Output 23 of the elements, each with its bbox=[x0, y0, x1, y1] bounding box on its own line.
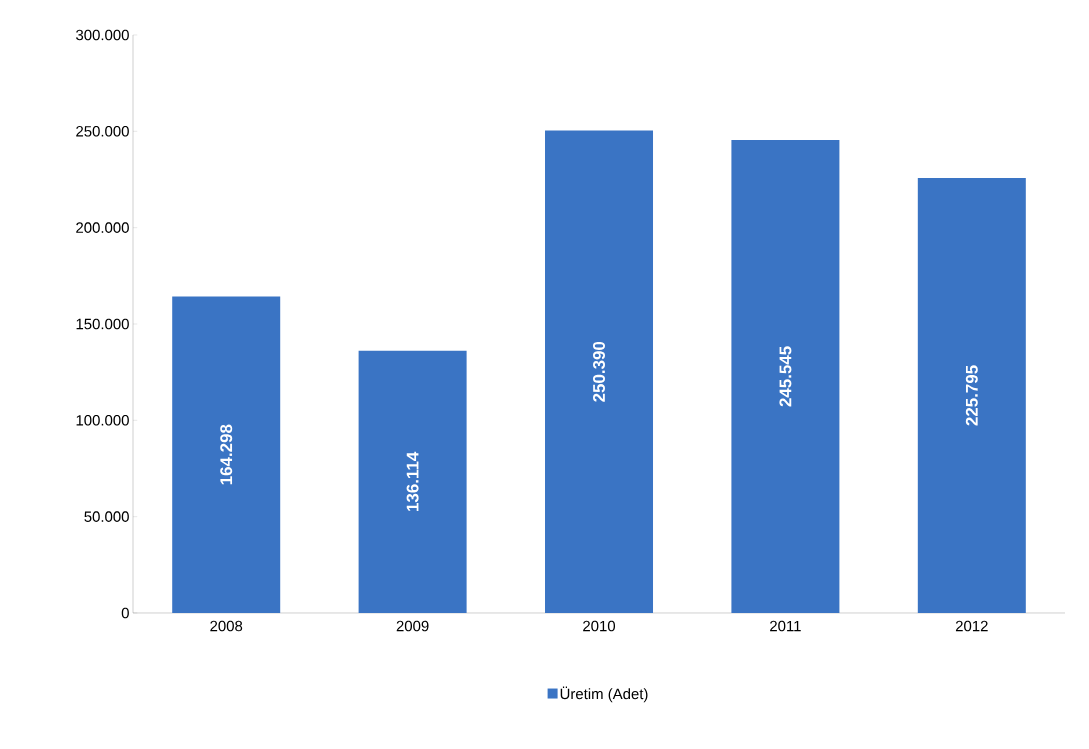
y-tick-label: 0 bbox=[121, 607, 129, 619]
y-tick-label: 150.000 bbox=[76, 318, 129, 330]
x-tick-label: 2009 bbox=[396, 620, 429, 632]
y-tick-label: 250.000 bbox=[76, 126, 129, 137]
y-tick-label: 200.000 bbox=[76, 222, 129, 233]
data-label: 250.390 bbox=[593, 341, 606, 402]
x-tick-label: 2012 bbox=[955, 620, 988, 632]
data-label: 164.298 bbox=[220, 424, 233, 485]
bar bbox=[545, 130, 654, 613]
y-tick-label: 300.000 bbox=[76, 29, 129, 41]
legend-label: Üretim (Adet) bbox=[560, 686, 648, 703]
bar bbox=[358, 350, 467, 613]
data-label: 245.545 bbox=[779, 346, 792, 407]
data-label: 136.114 bbox=[406, 451, 419, 511]
x-tick-label: 2010 bbox=[583, 620, 616, 632]
x-tick-label: 2011 bbox=[770, 620, 801, 632]
x-tick-label: 2008 bbox=[210, 620, 243, 632]
bar bbox=[917, 177, 1026, 613]
y-tick-label: 50.000 bbox=[84, 511, 129, 522]
bar bbox=[172, 296, 281, 613]
y-tick-label: 100.000 bbox=[76, 415, 129, 426]
data-label: 225.795 bbox=[965, 365, 978, 426]
bar bbox=[731, 139, 840, 613]
